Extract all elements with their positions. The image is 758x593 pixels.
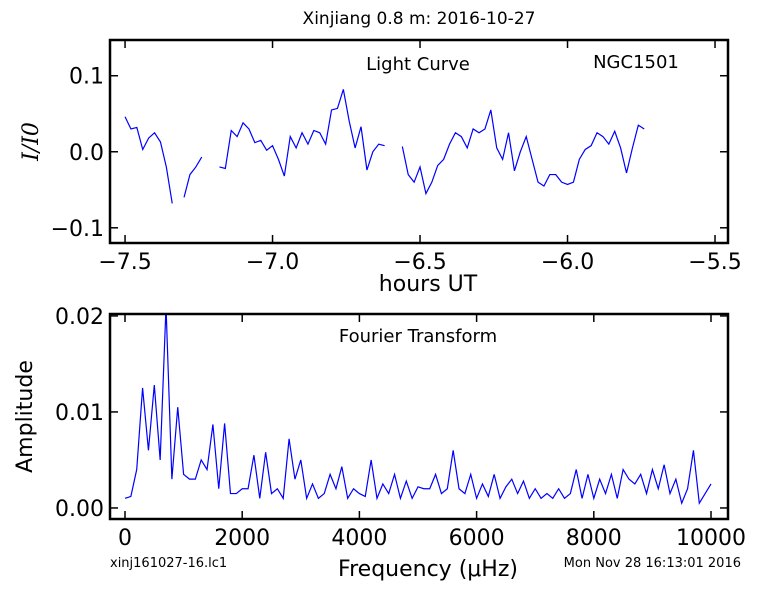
x-tick-label: −7.0 bbox=[246, 250, 299, 275]
x-tick-label: −5.5 bbox=[688, 250, 741, 275]
data-line bbox=[124, 314, 712, 506]
y-tick-label: 0.0 bbox=[69, 141, 104, 166]
axes-frame bbox=[108, 38, 730, 245]
x-tick-label: 4000 bbox=[331, 526, 387, 551]
axes-frame bbox=[108, 312, 730, 521]
y-axis-label: Amplitude bbox=[13, 360, 38, 473]
x-axis-label: hours UT bbox=[379, 272, 478, 297]
footer-right: Mon Nov 28 16:13:01 2016 bbox=[564, 556, 741, 571]
x-tick-label: 8000 bbox=[566, 526, 622, 551]
y-tick-label: 0.00 bbox=[55, 497, 104, 522]
x-tick-label: −7.5 bbox=[98, 250, 151, 275]
x-tick-label: 2000 bbox=[214, 526, 270, 551]
x-tick-label: 6000 bbox=[449, 526, 505, 551]
y-axis-label: I/I0 bbox=[19, 122, 44, 162]
data-line bbox=[124, 89, 645, 204]
y-tick-label: 0.1 bbox=[69, 65, 104, 90]
y-tick-label: 0.02 bbox=[55, 305, 104, 330]
figure-title: Xinjiang 0.8 m: 2016-10-27 bbox=[303, 9, 536, 29]
x-tick-label: −6.0 bbox=[541, 250, 594, 275]
x-axis-label: Frequency (μHz) bbox=[338, 557, 518, 582]
annotation: NGC1501 bbox=[593, 52, 679, 73]
y-tick-label: 0.01 bbox=[55, 401, 104, 426]
y-tick-label: −0.1 bbox=[51, 217, 104, 242]
x-tick-label: −6.5 bbox=[393, 250, 446, 275]
x-tick-label: 0 bbox=[118, 526, 132, 551]
x-tick-label: 10000 bbox=[676, 526, 746, 551]
annotation: Light Curve bbox=[366, 54, 470, 75]
footer-left: xinj161027-16.lc1 bbox=[110, 556, 227, 571]
annotation: Fourier Transform bbox=[339, 326, 497, 347]
